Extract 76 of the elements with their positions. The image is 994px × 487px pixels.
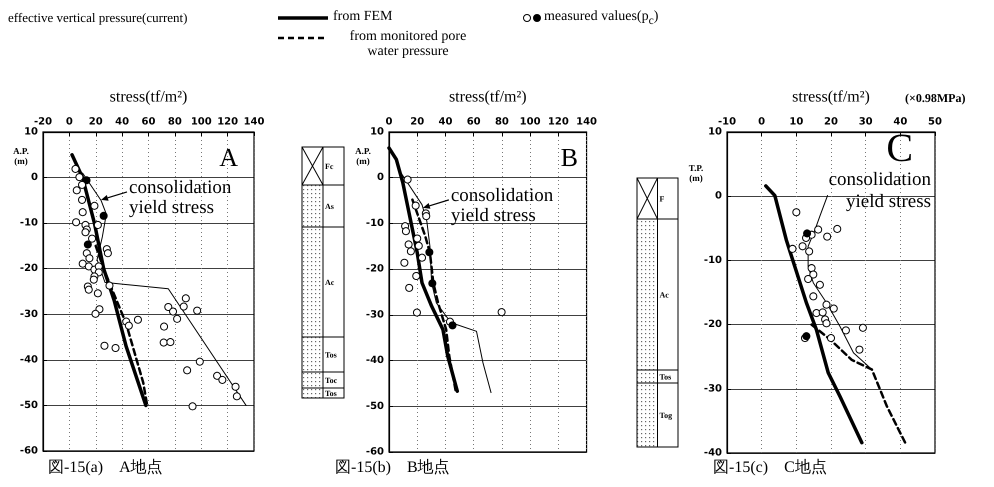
x-tick-label: 140 [244, 116, 264, 128]
y-tick-label: -30 [366, 309, 384, 320]
x-tick-label: 140 [576, 116, 598, 128]
y-tick-label: -20 [20, 263, 38, 274]
text: Tos [325, 350, 337, 360]
y-axis-title: T.P. (m) [688, 163, 704, 183]
annotation: C [885, 125, 913, 170]
text: 図-15(a) A地点 [48, 458, 163, 478]
x-tick-label: -10 [718, 116, 736, 128]
text: (×0.98MPa) [905, 91, 966, 105]
annotation: consolidation yield stress [450, 184, 554, 226]
legend-label: measured values(p$_{c}$) [544, 9, 658, 28]
y-tick-label: -50 [366, 400, 384, 412]
x-tick-label: -20 [34, 116, 52, 128]
text: 図-15(b) B地点 [335, 458, 450, 478]
legend-label: from FEM [333, 9, 394, 24]
y-tick-label: -40 [20, 354, 38, 366]
x-tick-label: 20 [88, 116, 103, 128]
y-tick-label: 0 [377, 172, 384, 184]
x-axis-title: stress(tf/m²) [792, 88, 870, 106]
y-tick-label: -10 [366, 218, 384, 229]
legend-label: from monitored pore water pressure [348, 29, 468, 59]
text: 図-15(c) C地点 [713, 458, 827, 478]
y-tick-label: 10 [708, 126, 722, 138]
y-tick-label: 10 [370, 126, 384, 138]
x-tick-label: 60 [142, 116, 156, 128]
y-tick-label: 10 [24, 126, 38, 138]
y-tick-label: -40 [366, 355, 384, 366]
text: As [325, 202, 334, 211]
annotation: consolidation yield stress [129, 176, 232, 218]
x-tick-label: 60 [466, 116, 481, 128]
x-axis-title: stress(tf/m²) [448, 88, 527, 106]
x-tick-label: 120 [548, 116, 569, 128]
x-axis-title: stress(tf/m²) [110, 88, 188, 106]
text: Tos [325, 389, 337, 398]
y-tick-label: -10 [704, 254, 722, 266]
text: Ac [660, 290, 670, 300]
annotation: A [218, 143, 238, 172]
y-tick-label: -20 [704, 319, 722, 330]
text: Tos [660, 372, 672, 382]
y-tick-label: -50 [20, 400, 38, 411]
y-tick-label: -30 [704, 383, 722, 394]
x-tick-label: 20 [410, 116, 424, 128]
annotation: consolidation yield stress [828, 169, 931, 213]
x-tick-label: 20 [824, 116, 838, 128]
x-tick-label: 0 [66, 116, 73, 128]
x-tick-label: 40 [893, 116, 908, 128]
y-tick-label: 0 [31, 172, 38, 184]
x-tick-label: 80 [494, 116, 509, 128]
x-tick-label: 100 [190, 116, 212, 128]
y-tick-label: -40 [704, 448, 722, 458]
x-tick-label: 10 [789, 116, 804, 128]
text: Ac [325, 278, 335, 287]
text: Toc [325, 376, 338, 385]
text: Fc [325, 162, 334, 171]
x-tick-label: 30 [858, 116, 873, 128]
y-tick-label: -30 [20, 308, 38, 320]
annotation: B [560, 143, 578, 172]
y-tick-label: -60 [366, 446, 384, 458]
y-tick-label: 0 [715, 190, 722, 202]
x-tick-label: 0 [386, 116, 393, 128]
x-tick-label: 100 [520, 116, 541, 128]
y-axis-title: A.P. (m) [12, 146, 30, 166]
y-tick-label: -60 [20, 446, 38, 456]
y-tick-label: -10 [20, 218, 38, 229]
y-tick-label: -20 [366, 264, 384, 275]
text: Tog [660, 411, 672, 420]
x-tick-label: 40 [438, 116, 452, 128]
x-tick-label: 80 [168, 116, 182, 128]
y-axis-title: A.P. (m) [354, 146, 372, 166]
x-tick-label: 0 [758, 116, 766, 128]
x-tick-label: 50 [928, 116, 942, 128]
x-tick-label: 120 [217, 116, 238, 128]
text: F [660, 194, 664, 204]
legend-title: effective vertical pressure(current) [8, 10, 188, 26]
x-tick-label: 40 [115, 116, 130, 128]
